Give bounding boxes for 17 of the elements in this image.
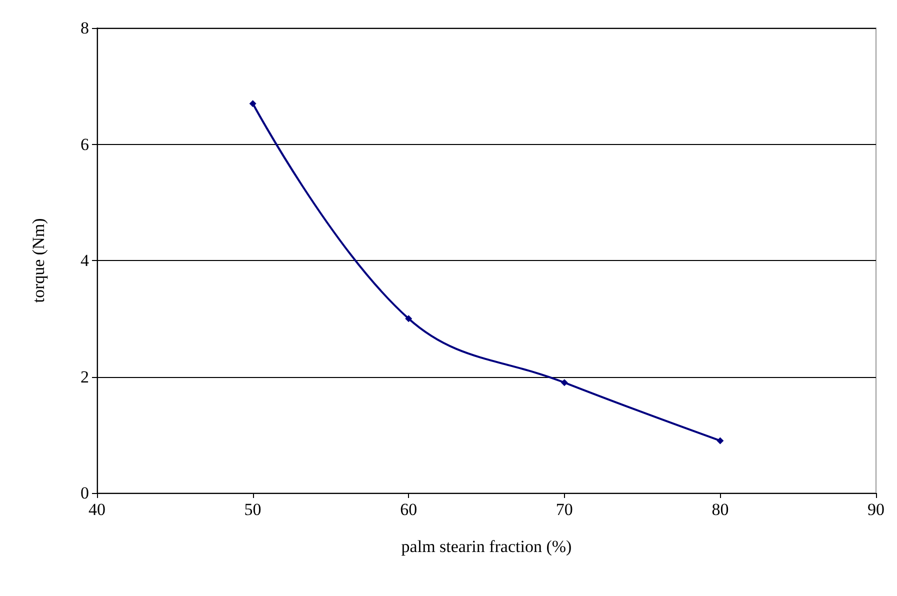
point: [560, 379, 568, 386]
x-axis-title: palm stearin fraction (%): [401, 537, 572, 556]
y-tick-label: 6: [80, 134, 89, 154]
y-tick-label: 4: [80, 251, 90, 270]
point: [405, 315, 412, 322]
y-axis-title: torque (Nm): [29, 218, 48, 303]
y-tick-label: 0: [80, 484, 89, 502]
x-tick-label: 50: [244, 500, 262, 519]
point: [716, 437, 724, 444]
y-tick-label: 8: [80, 18, 89, 38]
x-tick-label: 70: [556, 500, 573, 519]
x-tick-label: 40: [88, 500, 106, 519]
x-tick-label: 90: [868, 500, 884, 519]
x-tick-label: 80: [712, 500, 729, 519]
y-tick-label: 2: [80, 367, 89, 386]
point: [249, 100, 256, 108]
x-tick-label: 60: [400, 500, 418, 519]
